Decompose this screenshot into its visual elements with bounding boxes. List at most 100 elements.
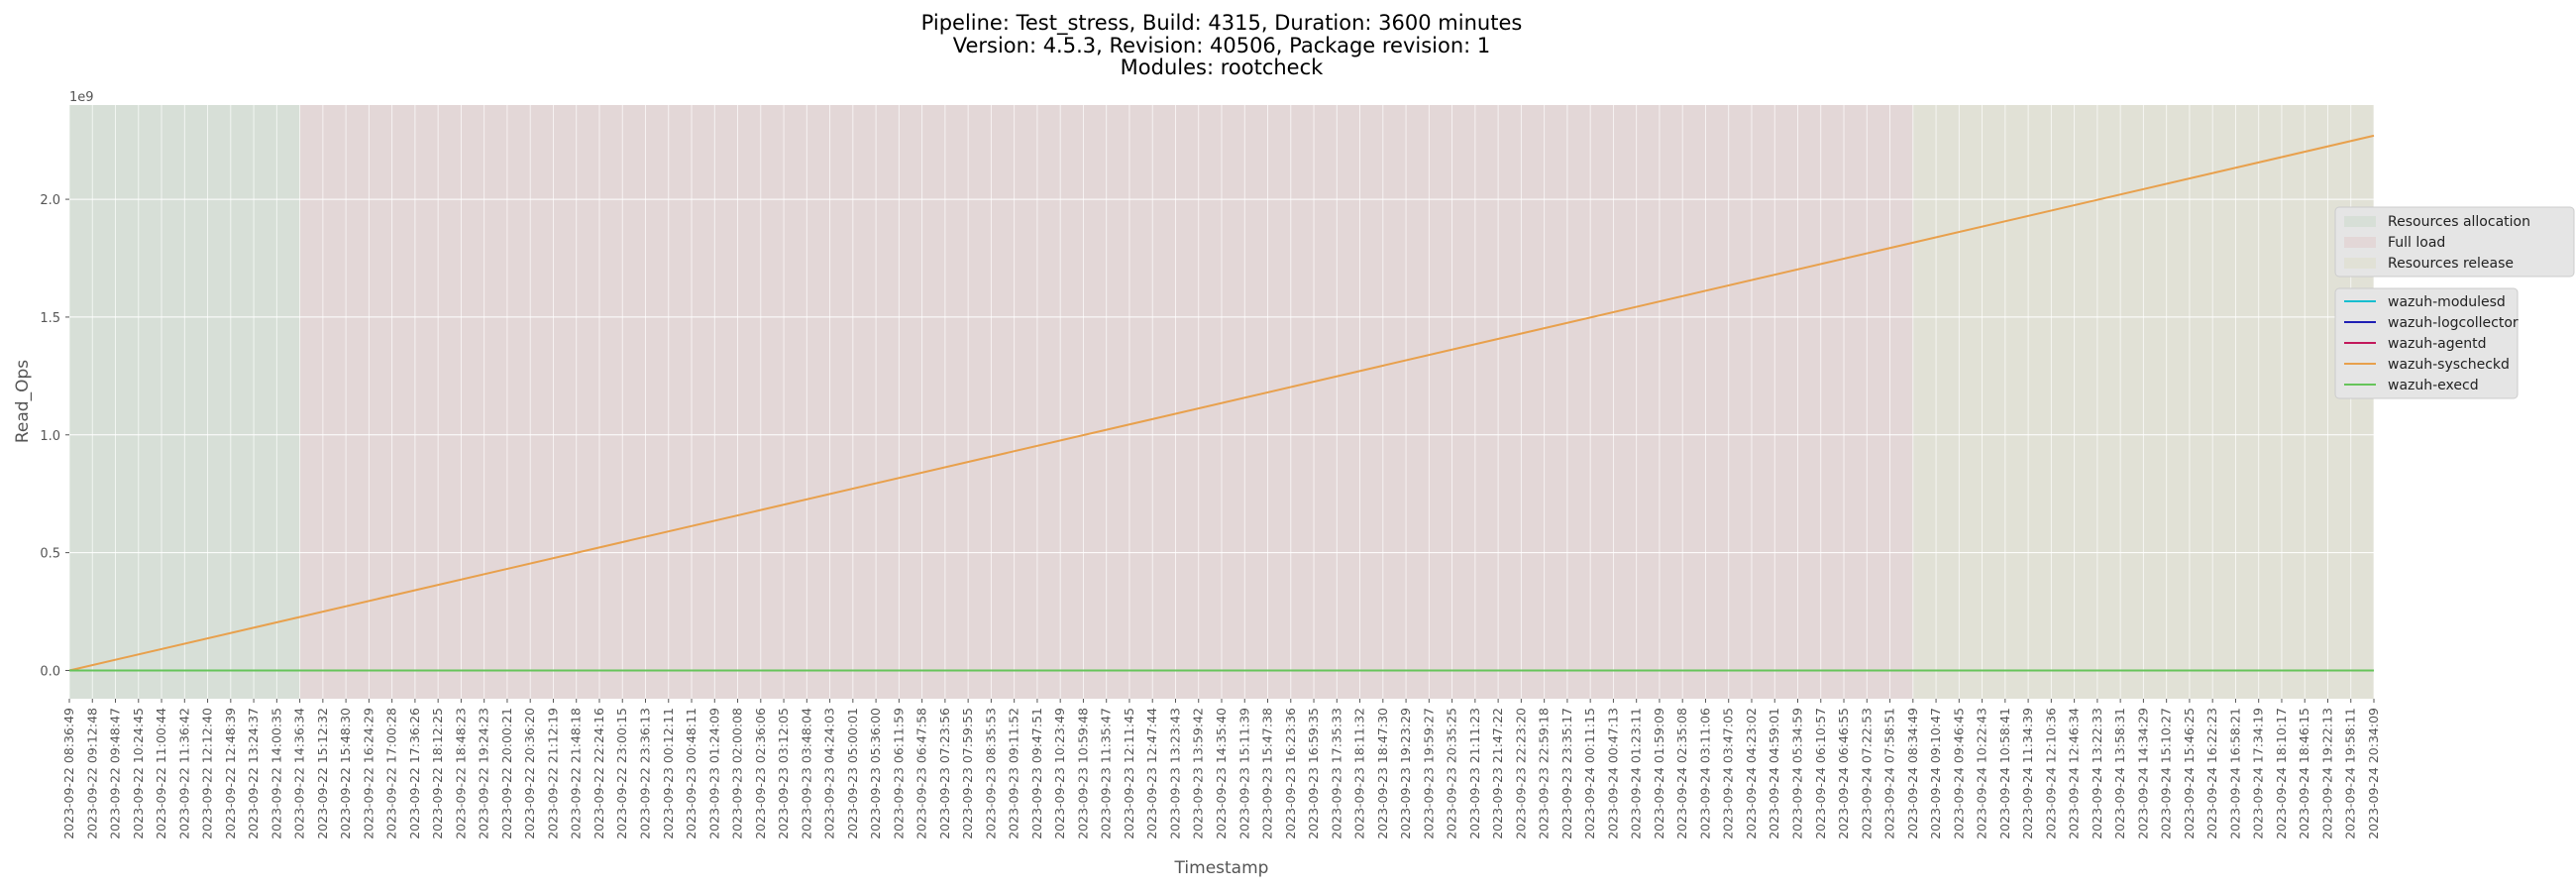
- x-tick-label: 2023-09-22 11:00:44: [154, 708, 168, 839]
- x-tick-label: 2023-09-23 02:00:08: [730, 708, 745, 839]
- x-tick-label: 2023-09-22 17:36:26: [407, 708, 422, 839]
- x-tick-label: 2023-09-23 00:12:11: [661, 708, 676, 839]
- x-tick-label: 2023-09-23 21:11:23: [1467, 708, 1482, 839]
- x-tick-label: 2023-09-23 17:35:33: [1329, 708, 1343, 839]
- x-tick-label: 2023-09-24 19:58:11: [2343, 708, 2358, 839]
- y-multiplier-label: 1e9: [69, 90, 94, 105]
- legend-swatch-phase-1: [2344, 237, 2376, 248]
- x-tick-label: 2023-09-24 18:10:17: [2274, 708, 2289, 839]
- x-axis-label: Timestamp: [1174, 858, 1269, 878]
- x-tick-label: 2023-09-24 16:58:21: [2227, 708, 2242, 839]
- x-tick-label: 2023-09-22 13:24:37: [246, 708, 261, 839]
- x-tick-label: 2023-09-23 05:36:00: [868, 708, 883, 839]
- x-tick-label: 2023-09-23 03:12:05: [776, 708, 791, 839]
- legend-label-series-4: wazuh-execd: [2388, 378, 2479, 393]
- x-tick-label: 2023-09-23 19:23:29: [1398, 708, 1413, 839]
- x-tick-label: 2023-09-24 01:23:11: [1629, 708, 1644, 839]
- x-tick-label: 2023-09-23 12:11:45: [1122, 708, 1136, 839]
- series-line-wazuh-syscheckd: [68, 134, 2375, 672]
- x-tick-label: 2023-09-24 03:11:06: [1697, 708, 1712, 839]
- x-tick-label: 2023-09-23 11:35:47: [1099, 708, 1114, 839]
- x-tick-label: 2023-09-23 22:23:20: [1513, 708, 1528, 839]
- x-tick-label: 2023-09-24 19:22:13: [2319, 708, 2334, 839]
- x-tick-label: 2023-09-23 20:35:25: [1445, 708, 1459, 839]
- x-tick-label: 2023-09-23 13:23:43: [1167, 708, 1182, 839]
- x-tick-label: 2023-09-23 12:47:44: [1144, 708, 1159, 839]
- x-tick-label: 2023-09-23 22:59:18: [1537, 708, 1552, 839]
- x-tick-label: 2023-09-22 23:36:13: [638, 708, 653, 839]
- x-tick-label: 2023-09-23 19:59:27: [1421, 708, 1436, 839]
- x-tick-label: 2023-09-23 15:47:38: [1260, 708, 1275, 839]
- legend-phases-frame: [2334, 206, 2575, 278]
- x-tick-label: 2023-09-24 08:34:49: [1905, 708, 1920, 839]
- legend-label-phase-1: Full load: [2388, 235, 2445, 251]
- x-tick-label: 2023-09-22 20:36:20: [522, 708, 537, 839]
- x-tick-label: 2023-09-22 20:00:21: [499, 708, 514, 839]
- x-tick-label: 2023-09-22 23:00:15: [614, 708, 629, 839]
- x-tick-label: 2023-09-22 08:36:49: [61, 708, 76, 839]
- x-tick-label: 2023-09-23 16:59:35: [1306, 708, 1321, 839]
- x-tick-label: 2023-09-24 15:46:25: [2182, 708, 2197, 839]
- x-tick-label: 2023-09-24 10:22:43: [1975, 708, 1989, 839]
- x-tick-label: 2023-09-23 02:36:06: [753, 708, 768, 839]
- x-tick-label: 2023-09-22 12:48:39: [223, 708, 238, 839]
- y-tick-label: 0.5: [40, 547, 60, 562]
- legend-series: wazuh-modulesd wazuh-logcollector wazuh-ag…: [2334, 287, 2519, 399]
- legend-phases: Resources allocation Full load Resources r…: [2334, 206, 2575, 278]
- legend-label-series-2: wazuh-agentd: [2388, 336, 2487, 352]
- x-tick-label: 2023-09-24 04:23:02: [1744, 708, 1759, 839]
- x-tick-label: 2023-09-24 09:46:45: [1951, 708, 1966, 839]
- y-tick-label: 1.5: [40, 311, 60, 326]
- x-tick-label: 2023-09-23 06:11:59: [891, 708, 906, 839]
- y-tick-label: 0.0: [40, 664, 60, 679]
- legend-label-series-3: wazuh-syscheckd: [2388, 357, 2510, 373]
- x-tick-label: 2023-09-22 09:12:48: [84, 708, 99, 839]
- x-tick-label: 2023-09-22 21:12:19: [545, 708, 560, 839]
- y-tick-label: 1.0: [40, 429, 60, 444]
- legend-label-series-0: wazuh-modulesd: [2388, 294, 2506, 310]
- x-tick-label: 2023-09-24 00:47:13: [1605, 708, 1620, 839]
- x-tick-label: 2023-09-23 16:23:36: [1283, 708, 1298, 839]
- title-line-1: Pipeline: Test_stress, Build: 4315, Dura…: [921, 11, 1523, 36]
- x-tick-label: 2023-09-22 15:12:32: [315, 708, 330, 839]
- legend-label-series-1: wazuh-logcollector: [2388, 315, 2519, 331]
- series-lines: [68, 134, 2375, 672]
- grid-lines: [68, 105, 2375, 699]
- legend-swatch-phase-0: [2344, 216, 2376, 227]
- y-axis-label: Read_Ops: [13, 360, 33, 443]
- x-tick-label: 2023-09-24 13:58:31: [2112, 708, 2127, 839]
- x-tick-label: 2023-09-22 19:24:23: [477, 708, 491, 839]
- x-tick-label: 2023-09-23 18:11:32: [1352, 708, 1367, 839]
- title-line-3: Modules: rootcheck: [1121, 56, 1324, 79]
- x-tick-label: 2023-09-24 00:11:15: [1582, 708, 1597, 839]
- x-tick-label: 2023-09-23 05:00:01: [845, 708, 860, 839]
- x-tick-label: 2023-09-24 20:34:09: [2366, 708, 2381, 839]
- x-tick-label: 2023-09-24 09:10:47: [1928, 708, 1943, 839]
- x-tick-label: 2023-09-23 06:47:58: [914, 708, 929, 839]
- x-tick-label: 2023-09-24 04:59:01: [1767, 708, 1781, 839]
- x-tick-label: 2023-09-22 12:12:40: [200, 708, 215, 839]
- x-tick-label: 2023-09-24 16:22:23: [2204, 708, 2219, 839]
- x-tick-label: 2023-09-22 18:48:23: [453, 708, 468, 839]
- x-tick-label: 2023-09-23 13:59:42: [1191, 708, 1206, 839]
- chart-title: Pipeline: Test_stress, Build: 4315, Dura…: [921, 11, 1523, 79]
- x-tick-label: 2023-09-24 18:46:15: [2297, 708, 2311, 839]
- y-tick-labels: 0.0 0.5 1.0 1.5 2.0: [40, 193, 69, 679]
- title-line-2: Version: 4.5.3, Revision: 40506, Package…: [953, 34, 1491, 57]
- y-tick-label: 2.0: [40, 193, 60, 208]
- x-tick-label: 2023-09-22 15:48:30: [338, 708, 353, 839]
- x-tick-label: 2023-09-23 04:24:03: [822, 708, 837, 839]
- x-tick-label: 2023-09-22 14:00:35: [268, 708, 283, 839]
- x-tick-label: 2023-09-24 02:35:08: [1674, 708, 1689, 839]
- x-tick-label: 2023-09-22 21:48:18: [569, 708, 584, 839]
- legend-series-frame: [2334, 287, 2519, 399]
- x-tick-label: 2023-09-24 06:10:57: [1813, 708, 1828, 839]
- x-tick-label: 2023-09-23 10:59:48: [1075, 708, 1090, 839]
- x-tick-label: 2023-09-24 14:34:29: [2135, 708, 2150, 839]
- legend-label-phase-0: Resources allocation: [2388, 214, 2530, 230]
- x-tick-label: 2023-09-24 03:47:05: [1721, 708, 1736, 839]
- x-tick-label: 2023-09-23 07:23:56: [937, 708, 952, 839]
- x-tick-label: 2023-09-24 12:10:36: [2043, 708, 2058, 839]
- x-tick-label: 2023-09-22 16:24:29: [361, 708, 376, 839]
- x-tick-labels: 2023-09-22 08:36:49 2023-09-22 09:12:48 20…: [61, 699, 2381, 839]
